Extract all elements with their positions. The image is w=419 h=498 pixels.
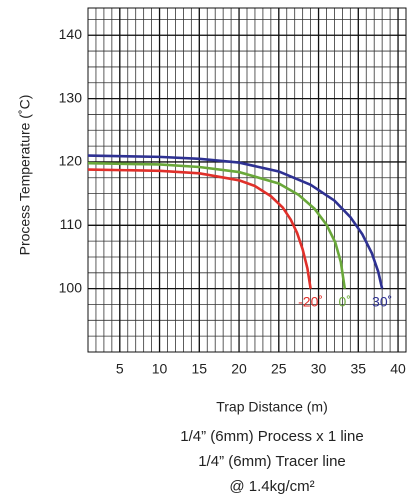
series-line — [87, 161, 347, 289]
x-axis-title: Trap Distance (m) — [216, 399, 328, 415]
plot-frame — [87, 7, 407, 353]
series-line — [87, 168, 312, 289]
y-tick-label: 120 — [59, 153, 83, 169]
note: 1/4” (6mm) Tracer line — [198, 453, 346, 470]
series-label: -20˚ — [298, 293, 323, 309]
y-axis-title: Process Temperature (˚C) — [17, 95, 33, 256]
x-tick-label: 25 — [271, 361, 287, 377]
x-tick-label: 40 — [390, 361, 406, 377]
x-tick-label: 10 — [152, 361, 168, 377]
x-tick-label: 35 — [351, 361, 367, 377]
y-tick-label: 130 — [59, 89, 83, 105]
y-tick-label: 110 — [60, 216, 83, 232]
series-label: 0˚ — [339, 293, 351, 309]
series-label: 30˚ — [372, 293, 392, 309]
y-tick-label: 140 — [59, 26, 83, 42]
x-tick-label: 30 — [311, 361, 327, 377]
y-tick-label: 100 — [59, 279, 83, 295]
x-tick-label: 20 — [231, 361, 247, 377]
x-tick-label: 5 — [116, 361, 124, 377]
series-line — [87, 154, 384, 289]
note: 1/4” (6mm) Process x 1 line — [180, 428, 363, 445]
note: @ 1.4kg/cm² — [229, 478, 314, 495]
x-tick-label: 15 — [192, 361, 208, 377]
